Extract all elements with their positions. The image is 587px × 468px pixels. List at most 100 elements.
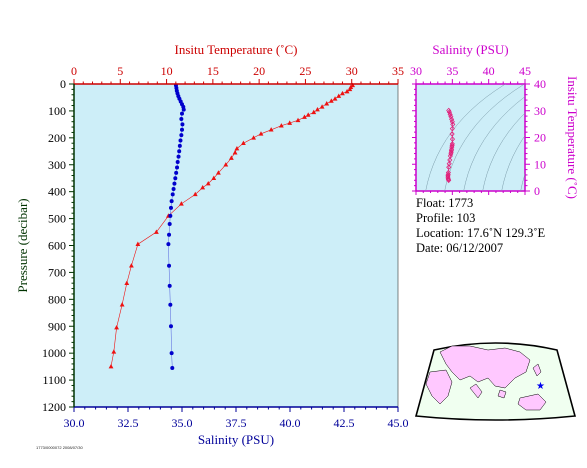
salinity-point <box>168 213 173 218</box>
ts-y-axis-title: Insitu Temperature (˚C) <box>565 76 580 199</box>
salinity-point <box>179 116 184 121</box>
temperature-point <box>124 280 130 285</box>
top-tick-label: 20 <box>253 64 265 78</box>
y-tick-label: 1200 <box>42 400 66 414</box>
salinity-point <box>169 351 174 356</box>
salinity-point <box>176 154 181 159</box>
ts-point <box>446 177 452 184</box>
temperature-point <box>268 127 274 132</box>
bottom-axis-title: Salinity (PSU) <box>198 432 274 447</box>
y-tick-label: 800 <box>48 292 66 306</box>
salinity-point <box>180 122 185 127</box>
map-landmass <box>517 393 547 411</box>
temperature-point <box>315 106 320 112</box>
float-info: Float: 1773 Profile: 103 Location: 17.6˚… <box>416 196 545 256</box>
bottom-tick-label: 30.0 <box>64 416 85 430</box>
temperature-point <box>324 101 330 106</box>
ts-y-tick-label: 30 <box>534 104 546 118</box>
ts-point <box>446 107 452 114</box>
top-tick-label: 5 <box>117 64 123 78</box>
y-tick-label: 900 <box>48 319 66 333</box>
temperature-point <box>232 150 238 155</box>
temperature-point <box>311 109 317 115</box>
top-tick-label: 0 <box>71 64 77 78</box>
salinity-point <box>173 176 178 181</box>
bottom-tick-label: 40.0 <box>280 416 301 430</box>
y-tick-label: 0 <box>60 77 66 91</box>
map-landmass <box>532 363 542 377</box>
ts-y-tick-label: 10 <box>534 157 546 171</box>
map-landmass <box>439 345 531 389</box>
ts-point <box>449 116 455 123</box>
bottom-tick-label: 45.0 <box>388 416 409 430</box>
ts-point <box>449 125 455 132</box>
temperature-point <box>216 170 221 175</box>
salinity-point <box>167 232 172 237</box>
salinity-point <box>178 138 183 143</box>
salinity-point <box>180 127 184 132</box>
top-tick-label: 15 <box>207 64 219 78</box>
salinity-point <box>172 181 177 186</box>
y-tick-label: 600 <box>48 239 66 253</box>
salinity-point <box>166 242 171 247</box>
temperature-point <box>340 90 345 96</box>
temperature-point <box>153 229 159 234</box>
y-tick-label: 1100 <box>42 373 66 387</box>
temperature-point <box>287 120 293 125</box>
temperature-point <box>258 131 264 136</box>
salinity-point <box>167 283 172 288</box>
ts-point <box>449 118 455 125</box>
y-axis-title: Pressure (decibar) <box>15 198 30 292</box>
temperature-point <box>234 146 240 151</box>
world-map: ★ <box>414 342 577 421</box>
temperature-point <box>336 93 342 98</box>
salinity-point <box>168 324 173 329</box>
temperature-point <box>328 98 334 103</box>
float-location: Location: 17.6˚N 129.3˚E <box>416 226 546 240</box>
ts-point <box>446 109 452 115</box>
temperature-point <box>114 324 119 330</box>
top-tick-label: 10 <box>161 64 173 78</box>
ts-contour-line <box>444 84 525 191</box>
map-landmass <box>425 369 453 405</box>
float-id: Float: 1773 <box>416 196 474 210</box>
ts-point <box>449 131 455 137</box>
salinity-point <box>174 170 179 175</box>
salinity-point <box>167 221 172 226</box>
ts-x-axis-title: Salinity (PSU) <box>432 42 508 57</box>
temperature-point <box>119 302 125 307</box>
y-tick-label: 100 <box>48 104 66 118</box>
salinity-point <box>167 263 172 268</box>
ts-point <box>448 147 454 154</box>
temperature-point <box>295 117 301 123</box>
y-tick-label: 200 <box>48 131 66 145</box>
y-tick-label: 700 <box>48 265 66 279</box>
salinity-point <box>180 111 184 116</box>
top-tick-label: 35 <box>392 64 404 78</box>
temperature-point <box>251 135 256 140</box>
temperature-point <box>128 263 134 268</box>
temperature-point <box>228 155 234 160</box>
bottom-tick-label: 32.5 <box>118 416 139 430</box>
top-tick-label: 25 <box>299 64 311 78</box>
bottom-tick-label: 35.0 <box>172 416 193 430</box>
salinity-point <box>168 302 173 307</box>
ts-point <box>449 146 455 153</box>
map-landmass <box>497 389 507 399</box>
ts-contour-line <box>520 173 525 191</box>
ts-contour-line <box>482 112 525 191</box>
temperature-point <box>192 191 198 197</box>
temperature-point <box>111 349 117 354</box>
temperature-point <box>344 88 350 94</box>
temperature-point <box>319 104 325 109</box>
ts-point <box>448 113 454 120</box>
ts-point <box>448 151 454 157</box>
salinity-point <box>169 199 174 204</box>
ts-point <box>446 164 452 170</box>
main-plot-area <box>74 84 398 407</box>
ts-x-tick-label: 35 <box>446 64 458 78</box>
ts-x-tick-label: 45 <box>519 64 531 78</box>
y-tick-label: 1000 <box>42 346 66 360</box>
ts-x-tick-label: 40 <box>483 64 495 78</box>
